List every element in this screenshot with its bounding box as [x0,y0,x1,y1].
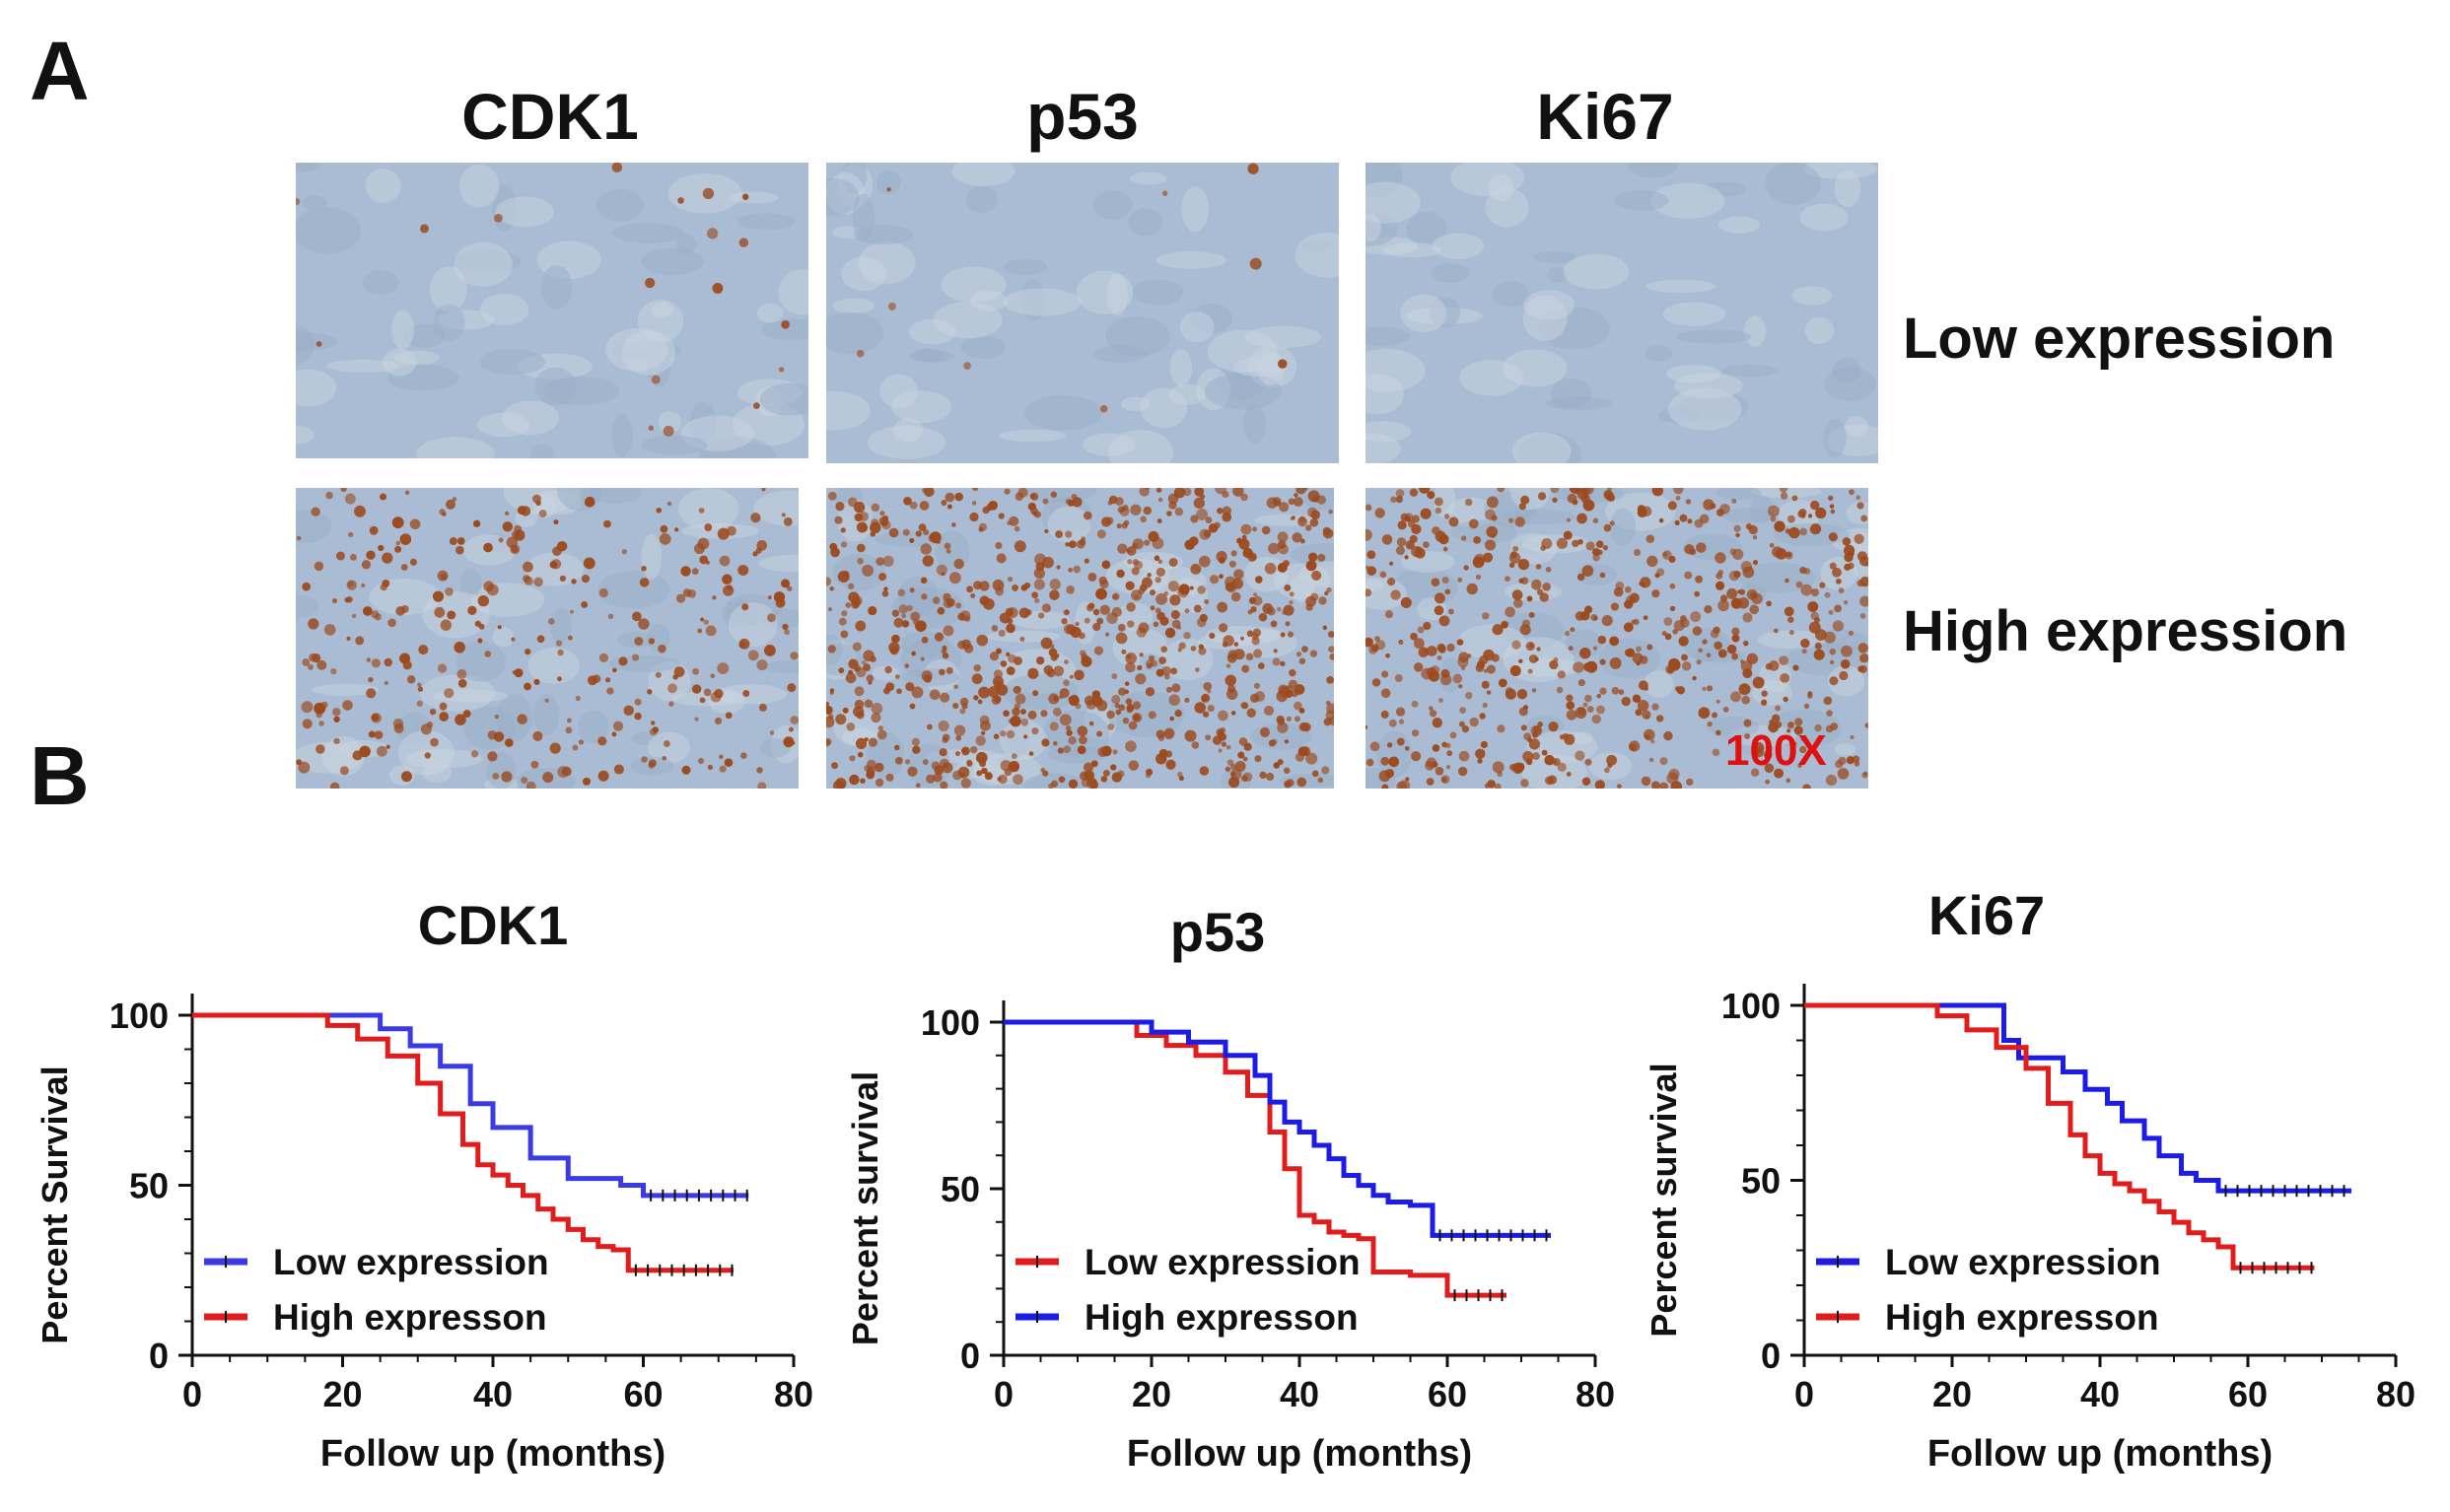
legend-label: Low expression [1885,1242,2161,1282]
km-curve-low [192,1012,749,1199]
y-tick-label: 0 [1761,1336,1781,1376]
micrograph-p53-low [826,163,1339,463]
x-tick-label: 80 [774,1374,813,1414]
x-axis-label: Follow up (months) [320,1433,665,1475]
x-axis-label: Follow up (months) [1927,1433,2273,1475]
micrograph-cdk1-high [296,488,799,789]
legend-label: Low expression [273,1242,549,1282]
x-tick-label: 80 [2376,1374,2415,1414]
x-tick-label: 0 [994,1374,1014,1414]
km-plot-p53: p53 0 20 40 60 80 0 50 100 Follow up (months) Perc… [845,901,1615,1475]
micrograph-p53-high [826,488,1334,789]
x-tick-label: 20 [1932,1374,1972,1414]
x-tick-label: 80 [1575,1374,1615,1414]
panel-b-letter: B [30,729,90,822]
km-curve-low [1804,1002,2351,1194]
column-title-cdk1: CDK1 [461,80,639,153]
legend-label: Low expression [1085,1242,1361,1282]
x-tick-label: 60 [623,1374,663,1414]
y-tick-label: 0 [149,1336,169,1376]
x-tick-label: 20 [322,1374,362,1414]
km-curve-high [1804,1002,2315,1271]
y-tick-label: 50 [941,1169,980,1209]
y-axis-label: Percent survival [1644,1063,1684,1337]
y-tick-label: 100 [1721,986,1781,1026]
y-axis-label: Percent Survival [35,1065,75,1343]
y-tick-label: 0 [960,1336,980,1376]
magnification-label: 100X [1725,726,1827,775]
micrograph-ki67-high [1365,488,1868,789]
y-tick-label: 50 [129,1166,169,1206]
micrograph-cdk1-low [296,163,808,458]
x-tick-label: 0 [1794,1374,1814,1414]
row-label-high: High expression [1903,599,2348,663]
legend-label: High expresson [1085,1297,1359,1338]
x-tick-label: 40 [1280,1374,1319,1414]
x-tick-label: 60 [2228,1374,2268,1414]
chart-title: p53 [1170,901,1266,963]
x-tick-label: 40 [2080,1374,2120,1414]
km-curve-high [192,1012,734,1273]
y-axis-label: Percent survival [845,1071,885,1345]
legend-label: High expresson [273,1297,547,1338]
row-label-low: Low expression [1903,307,2336,371]
x-tick-label: 20 [1132,1374,1171,1414]
chart-title: Ki67 [1928,884,2045,946]
y-tick-label: 100 [109,996,169,1036]
x-axis-label: Follow up (months) [1127,1433,1472,1475]
km-plot-ki67: Ki67 0 20 40 60 80 0 50 100 Follow up (months) Per… [1644,884,2415,1475]
km-curve-high [1004,1019,1551,1238]
km-plot-cdk1: CDK1 0 20 40 60 80 0 50 100 Follow up (months) Per… [35,894,813,1475]
x-tick-label: 40 [473,1374,513,1414]
chart-title: CDK1 [418,894,568,956]
km-curve-low [1004,1019,1506,1298]
panel-a-letter: A [30,25,90,117]
x-tick-label: 0 [182,1374,202,1414]
legend-label: High expresson [1885,1297,2159,1338]
y-tick-label: 100 [921,1002,980,1043]
y-tick-label: 50 [1741,1161,1781,1202]
micrograph-ki67-low [1365,163,1878,463]
column-title-p53: p53 [1026,80,1139,153]
x-tick-label: 60 [1428,1374,1467,1414]
column-title-ki67: Ki67 [1536,80,1674,153]
